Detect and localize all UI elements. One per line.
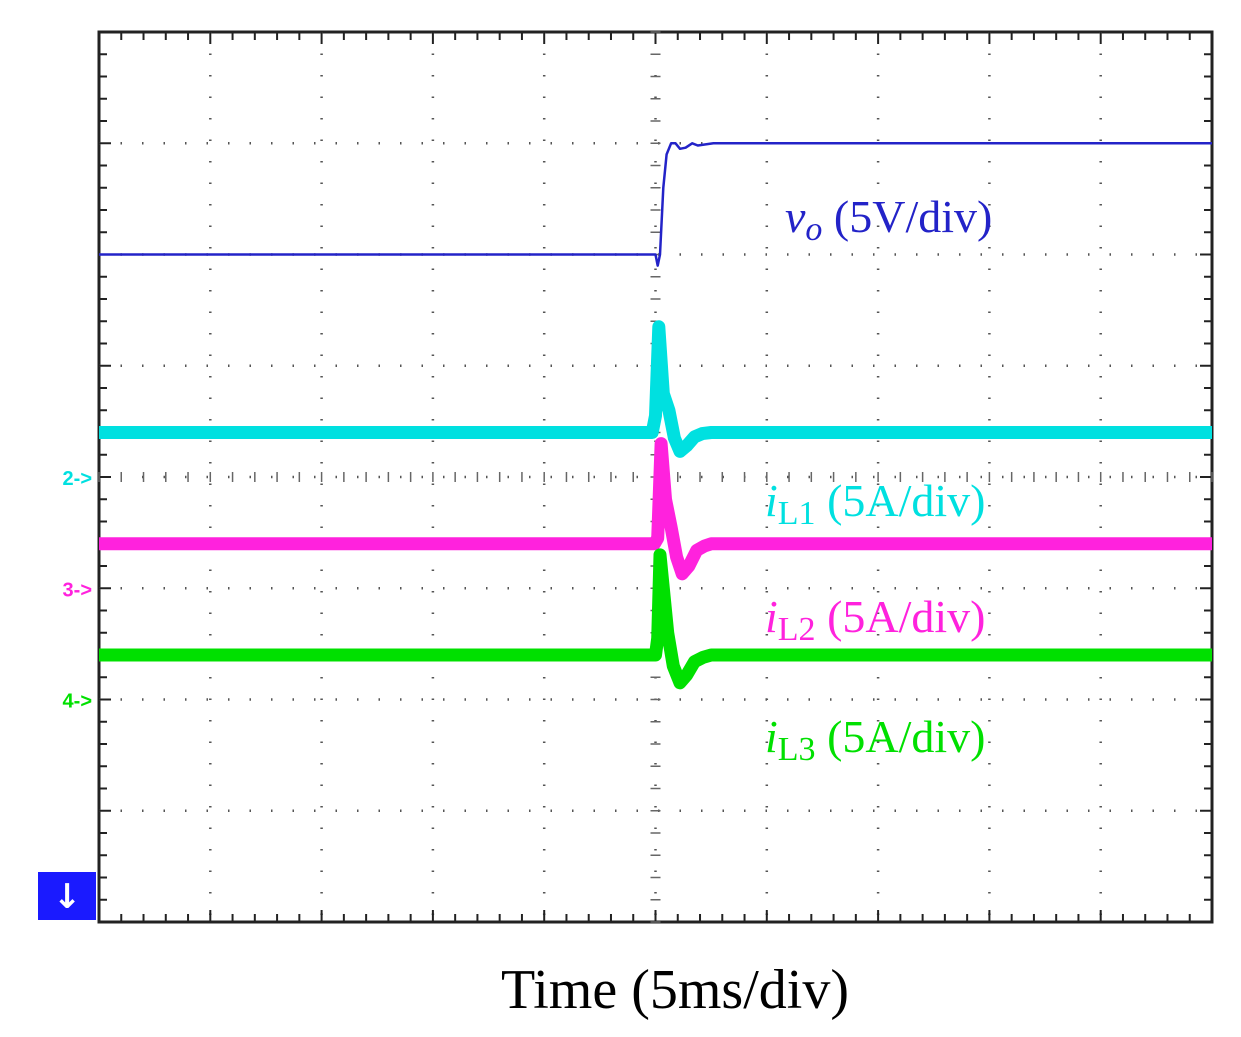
series-iL1-line <box>99 320 1212 458</box>
series-iL2-line <box>99 437 1212 581</box>
channel-marker-iL3: 4-> <box>63 691 92 713</box>
series-iL3-line <box>99 548 1212 690</box>
label-vo: vo (5V/div) <box>785 191 992 248</box>
trigger-marker: ↓ <box>38 872 96 920</box>
label-iL1: iL1 (5A/div) <box>765 475 985 532</box>
label-iL3: iL3 (5A/div) <box>765 711 985 768</box>
channel-marker-iL2: 3-> <box>63 579 92 601</box>
channel-markers: 2-> 3-> 4-> <box>63 468 92 713</box>
traces <box>99 142 1212 690</box>
series-labels: vo (5V/div) iL1 (5A/div) iL2 (5A/div) iL3 (… <box>765 191 992 768</box>
trigger-arrow-icon: ↓ <box>53 877 82 917</box>
label-iL2: iL2 (5A/div) <box>765 591 985 648</box>
series-vo-line <box>99 142 1212 267</box>
x-axis-label: Time (5ms/div) <box>501 959 849 1021</box>
channel-marker-iL1: 2-> <box>63 468 92 490</box>
